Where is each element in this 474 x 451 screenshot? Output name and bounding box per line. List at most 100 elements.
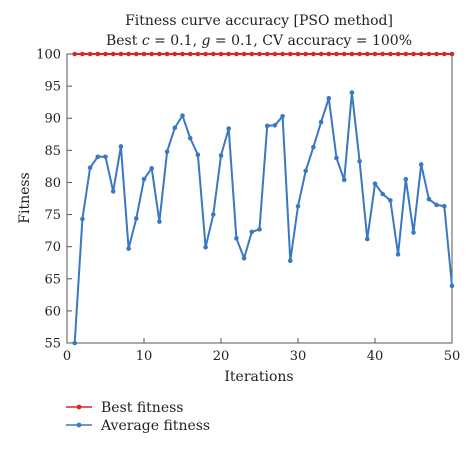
chart-subtitle: Best c = 0.1, g = 0.1, CV accuracy = 100… [106,33,412,49]
legend-label-best-fitness: Best fitness [101,400,183,416]
y-tick-label: 80 [44,176,61,191]
data-point-best-fitness [126,51,131,57]
y-tick-label: 55 [44,337,61,352]
data-point-average-fitness [280,113,285,119]
y-tick-label: 65 [44,272,61,287]
x-axis-title: Iterations [224,369,293,385]
data-point-average-fitness [341,177,347,183]
subtitle-part-2: = 0.1, [150,33,202,49]
data-point-best-fitness [418,51,424,57]
data-point-average-fitness [334,155,339,161]
data-point-average-fitness [249,229,255,235]
data-point-average-fitness [349,90,355,95]
data-point-average-fitness [442,203,447,209]
data-point-average-fitness [72,340,77,346]
data-point-best-fitness [280,51,285,57]
y-tick-label: 90 [44,112,61,127]
data-point-best-fitness [357,51,362,57]
x-tick-label: 40 [367,349,384,364]
data-point-average-fitness [118,144,124,149]
legend-label-average-fitness: Average fitness [100,418,210,434]
data-point-best-fitness [103,51,108,57]
data-point-average-fitness [288,258,293,264]
x-axis-ticks: 0 10 20 30 40 50 [63,338,460,364]
data-point-average-fitness [103,154,108,160]
data-point-best-fitness [288,51,293,57]
data-point-best-fitness [257,51,262,57]
data-point-best-fitness [449,51,455,57]
data-point-best-fitness [249,51,255,57]
data-point-average-fitness [318,119,324,125]
x-tick-label: 0 [63,349,71,364]
data-point-best-fitness [326,51,332,57]
data-point-best-fitness [72,51,77,57]
data-point-best-fitness [311,51,316,57]
data-point-average-fitness [218,153,224,158]
data-point-best-fitness [195,51,201,57]
subtitle-c-symbol: c [142,33,150,49]
data-point-best-fitness [395,51,401,57]
data-point-best-fitness [203,51,208,57]
legend-marker-best-fitness [76,404,82,410]
data-point-best-fitness [272,51,278,57]
data-point-average-fitness [226,126,231,131]
subtitle-part-3: = 0.1, CV accuracy = 100% [210,33,412,49]
data-point-best-fitness [434,51,439,57]
data-point-best-fitness [172,51,178,57]
series-layer [72,51,455,346]
data-point-average-fitness [134,216,139,221]
series-average-fitness [72,90,455,346]
data-point-best-fitness [442,51,447,57]
data-point-best-fitness [341,51,347,57]
data-point-best-fitness [426,51,432,57]
y-tick-label: 60 [44,304,61,319]
data-point-average-fitness [303,168,309,174]
data-point-best-fitness [226,51,231,57]
data-point-average-fitness [311,144,316,150]
data-point-best-fitness [149,51,154,57]
data-point-best-fitness [334,51,339,57]
y-axis-ticks: 55 60 65 70 75 80 85 90 95 100 [36,48,72,352]
data-point-best-fitness [388,51,393,57]
data-point-average-fitness [203,245,208,250]
data-point-average-fitness [87,165,93,170]
data-point-average-fitness [388,198,393,203]
data-point-best-fitness [411,51,416,57]
data-point-average-fitness [141,176,147,182]
data-point-average-fitness [357,158,362,164]
y-tick-label: 95 [44,80,61,95]
data-point-average-fitness [257,227,262,232]
data-point-average-fitness [211,212,216,217]
data-point-best-fitness [349,51,355,57]
y-tick-label: 85 [44,144,61,159]
legend-entry-average-fitness: Average fitness [66,418,210,434]
data-point-best-fitness [157,51,162,57]
data-point-average-fitness [80,216,85,222]
data-point-average-fitness [241,255,247,261]
data-point-average-fitness [164,149,170,154]
data-point-best-fitness [380,51,386,57]
data-point-best-fitness [134,51,139,57]
data-point-average-fitness [395,252,401,257]
data-point-best-fitness [365,51,370,57]
y-tick-label: 70 [44,240,61,255]
x-tick-label: 20 [213,349,230,364]
data-point-average-fitness [372,181,378,187]
data-point-average-fitness [272,122,278,128]
data-point-best-fitness [318,51,324,57]
x-tick-label: 50 [444,349,461,364]
y-tick-label: 100 [36,48,61,63]
data-point-best-fitness [295,51,301,57]
data-point-best-fitness [303,51,309,57]
data-point-best-fitness [187,51,193,57]
data-point-average-fitness [157,219,162,224]
data-point-best-fitness [180,51,185,57]
data-point-best-fitness [87,51,93,57]
data-point-best-fitness [95,51,101,57]
data-point-average-fitness [110,189,116,194]
legend-marker-average-fitness [76,422,82,428]
data-point-best-fitness [110,51,116,57]
data-point-average-fitness [411,230,416,235]
x-tick-label: 10 [136,349,153,364]
